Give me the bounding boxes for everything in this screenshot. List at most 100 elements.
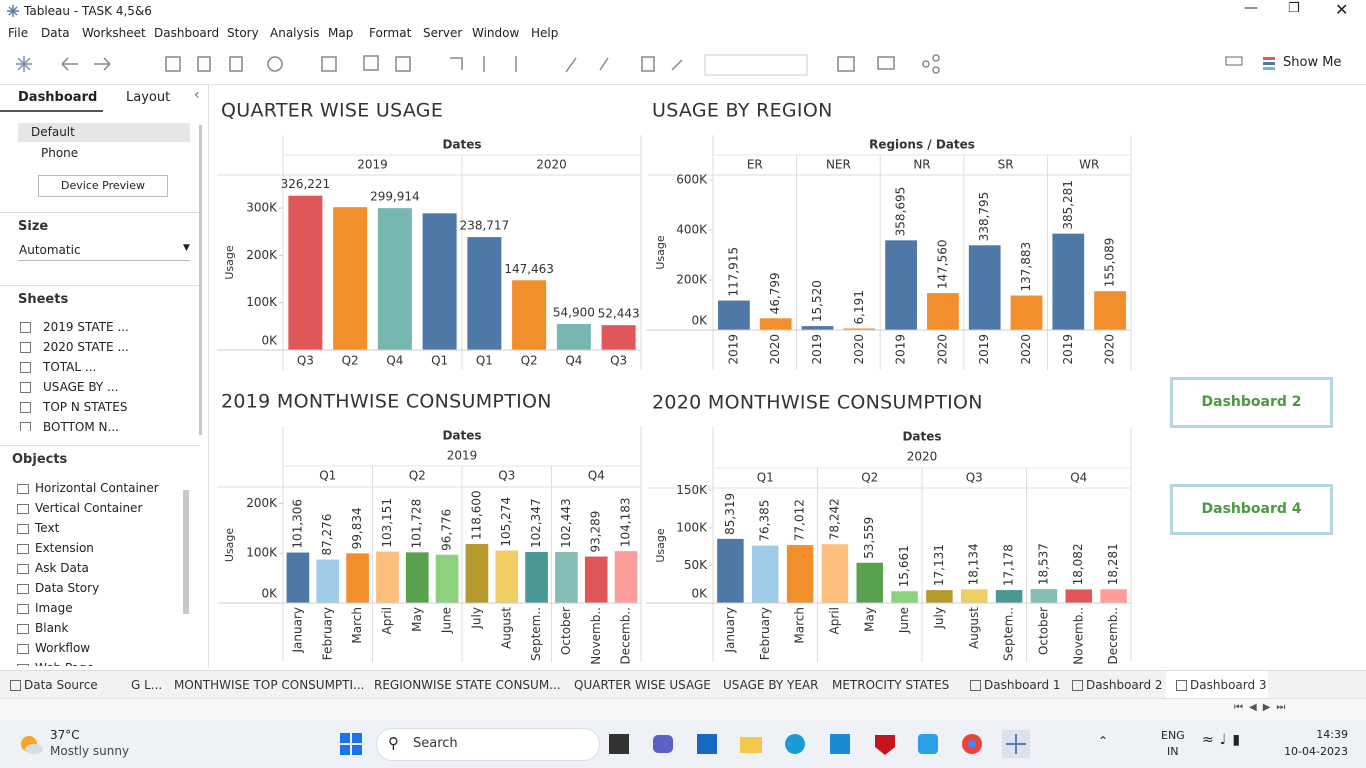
status-bar: ⏮◀▶⏭ (0, 698, 1366, 721)
value-label: 17,178 (1002, 544, 1016, 586)
restore[interactable]: ❐ (1288, 1, 1300, 16)
sheet-tab[interactable]: Dashboard 3 (1190, 678, 1267, 692)
device[interactable]: Phone (41, 146, 79, 160)
menu-item[interactable]: Story (227, 26, 259, 40)
menu-item[interactable]: Data (41, 26, 70, 40)
object-item[interactable]: Web Page (35, 661, 94, 666)
chart-title: QUARTER WISE USAGE (221, 100, 443, 122)
bar (286, 552, 310, 603)
column-header: Dates (442, 429, 481, 443)
search-box[interactable] (376, 728, 600, 761)
clock-time: 14:39 (1316, 728, 1348, 741)
tab-icon (10, 680, 21, 691)
sheet-item[interactable]: TOTAL ... (43, 360, 97, 374)
value-label: 17,131 (932, 544, 946, 586)
group-label: SR (998, 158, 1014, 172)
object-item[interactable]: Horizontal Container (35, 481, 159, 495)
scrollbar (183, 490, 189, 614)
sheet-tab[interactable]: Dashboard 2 (1086, 678, 1163, 692)
sheet-item[interactable]: TOP N STATES (43, 400, 128, 414)
x-tick-label: August (967, 607, 981, 649)
show-me[interactable]: Show Me (1283, 55, 1342, 70)
nav-button[interactable]: Dashboard 2 (1170, 377, 1333, 428)
menu-item[interactable]: Map (328, 26, 354, 40)
tray-icons[interactable]: ≈♩▮ (1202, 732, 1247, 748)
x-tick-label: February (320, 607, 334, 660)
value-label: 78,242 (827, 498, 841, 540)
pane-tab[interactable]: Dashboard (18, 90, 98, 105)
bar (1052, 233, 1085, 330)
y-tick-label: 100K (246, 546, 278, 560)
value-label: 76,385 (758, 500, 772, 542)
tab-navigation[interactable]: ⏮◀▶⏭ (1234, 702, 1292, 713)
language[interactable]: ENG (1161, 729, 1185, 742)
collapse[interactable]: ‹ (194, 87, 200, 103)
sheet-tab[interactable]: Data Source (24, 678, 98, 692)
value-label: 238,717 (460, 219, 510, 233)
device-preview-button[interactable]: Device Preview (38, 175, 168, 197)
object-item[interactable]: Text (35, 521, 60, 535)
x-tick-label: February (758, 607, 772, 660)
sheet-tab[interactable]: Dashboard 1 (984, 678, 1061, 692)
value-label: 155,089 (1103, 238, 1117, 288)
value-label: 147,560 (935, 239, 949, 289)
sheet-icon (20, 422, 31, 431)
size-dropdown[interactable]: Automatic (19, 243, 81, 257)
menu-item[interactable]: File (8, 26, 29, 40)
bar (801, 326, 834, 330)
x-tick-label: Septem.. (1002, 607, 1016, 661)
x-tick-label: October (1036, 607, 1050, 655)
sheet-tab[interactable]: MONTHWISE TOP CONSUMPTI... (174, 678, 365, 692)
device[interactable]: Default (31, 125, 75, 139)
menu-item[interactable]: Analysis (270, 26, 320, 40)
bar (377, 208, 412, 350)
object-item[interactable]: Image (35, 601, 73, 615)
sheet-item[interactable]: BOTTOM N... (43, 420, 119, 431)
group-label: Q4 (1070, 471, 1087, 485)
minimize[interactable]: — (1244, 0, 1258, 16)
tab-icon (1072, 680, 1083, 691)
value-label: 118,600 (469, 490, 483, 540)
x-tick-label: Q1 (476, 354, 493, 368)
bar (752, 545, 779, 603)
bar (786, 545, 814, 603)
sheet-tab[interactable]: QUARTER WISE USAGE (574, 678, 711, 692)
tray-arrow[interactable]: ⌃ (1098, 734, 1109, 748)
pane-tab[interactable]: Layout (126, 90, 171, 105)
sheet-item[interactable]: 2019 STATE ... (43, 320, 129, 334)
menu-item[interactable]: Dashboard (154, 26, 220, 40)
bar (885, 240, 917, 330)
bar (422, 213, 457, 350)
sheet-tab[interactable]: REGIONWISE STATE CONSUM... (374, 678, 561, 692)
group-label: Q2 (861, 471, 878, 485)
bar (926, 590, 953, 603)
object-item[interactable]: Ask Data (35, 561, 89, 575)
menu-item[interactable]: Format (369, 26, 412, 40)
y-tick-label: 600K (676, 173, 708, 187)
sheet-tab[interactable]: USAGE BY YEAR (723, 678, 819, 692)
object-item[interactable]: Data Story (35, 581, 100, 595)
menu-item[interactable]: Worksheet (82, 26, 146, 40)
start-button[interactable] (340, 733, 362, 755)
nav-button[interactable]: Dashboard 4 (1170, 484, 1333, 535)
value-label: 15,661 (897, 545, 911, 587)
sheet-tab[interactable]: G L... (131, 678, 163, 692)
menu-item[interactable]: Help (531, 26, 559, 40)
group-label: WR (1079, 158, 1099, 172)
object-item[interactable]: Vertical Container (35, 501, 143, 515)
app-icon (7, 5, 19, 17)
value-label: 338,795 (977, 192, 991, 242)
sheet-item[interactable]: USAGE BY ... (43, 380, 119, 394)
y-axis-label: Usage (654, 528, 667, 563)
close[interactable]: ✕ (1335, 0, 1349, 19)
object-item[interactable]: Workflow (35, 641, 91, 655)
sheet-item[interactable]: 2020 STATE ... (43, 340, 129, 354)
bar (512, 280, 547, 350)
value-label: 77,012 (793, 499, 807, 541)
object-item[interactable]: Extension (35, 541, 94, 555)
value-label: 87,276 (320, 514, 334, 556)
menu-item[interactable]: Server (423, 26, 463, 40)
menu-item[interactable]: Window (472, 26, 520, 40)
sheet-tab[interactable]: METROCITY STATES (832, 678, 950, 692)
object-item[interactable]: Blank (35, 621, 69, 635)
